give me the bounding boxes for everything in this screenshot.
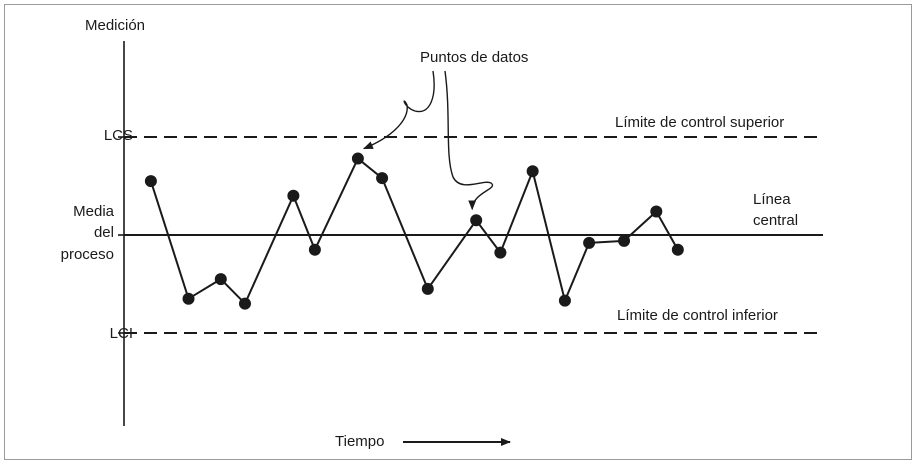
annotation-arrow-1 [362,70,435,150]
data-point [214,273,227,286]
center-line-label-line1: Línea [753,191,791,208]
data-point [421,282,434,295]
data-point [618,234,631,247]
chart-frame: Medición Puntos de datos LCS LCI Media d… [4,4,912,460]
series-line [149,157,679,305]
ucl-tick-label: LCS [103,127,133,144]
data-point [182,292,195,305]
data-point [526,165,539,178]
data-point [144,175,157,188]
data-point [650,205,663,218]
center-line-label-line2: central [753,212,799,229]
lcl-line-label: Límite de control inferior [617,307,778,324]
center-tick-label-line3: proceso [60,246,114,263]
data-point [308,243,321,256]
data-point [287,189,300,202]
ucl-line-label: Límite de control superior [615,114,785,131]
lcl-tick-label: LCI [109,325,133,342]
data-point [238,297,251,310]
center-tick-label-line1: Media [73,203,114,220]
data-point [671,243,684,256]
data-point [470,214,483,227]
y-axis-title: Medición [85,17,146,34]
data-point [583,236,596,249]
data-points-annotation: Puntos de datos [420,49,529,66]
data-point [558,294,571,307]
x-axis-title: Tiempo [335,433,385,450]
data-point [351,152,364,165]
data-point [376,172,389,185]
center-tick-label-line2: del [93,224,114,241]
data-point [494,246,507,259]
annotation-arrow-2 [444,70,494,211]
control-chart [118,41,823,446]
